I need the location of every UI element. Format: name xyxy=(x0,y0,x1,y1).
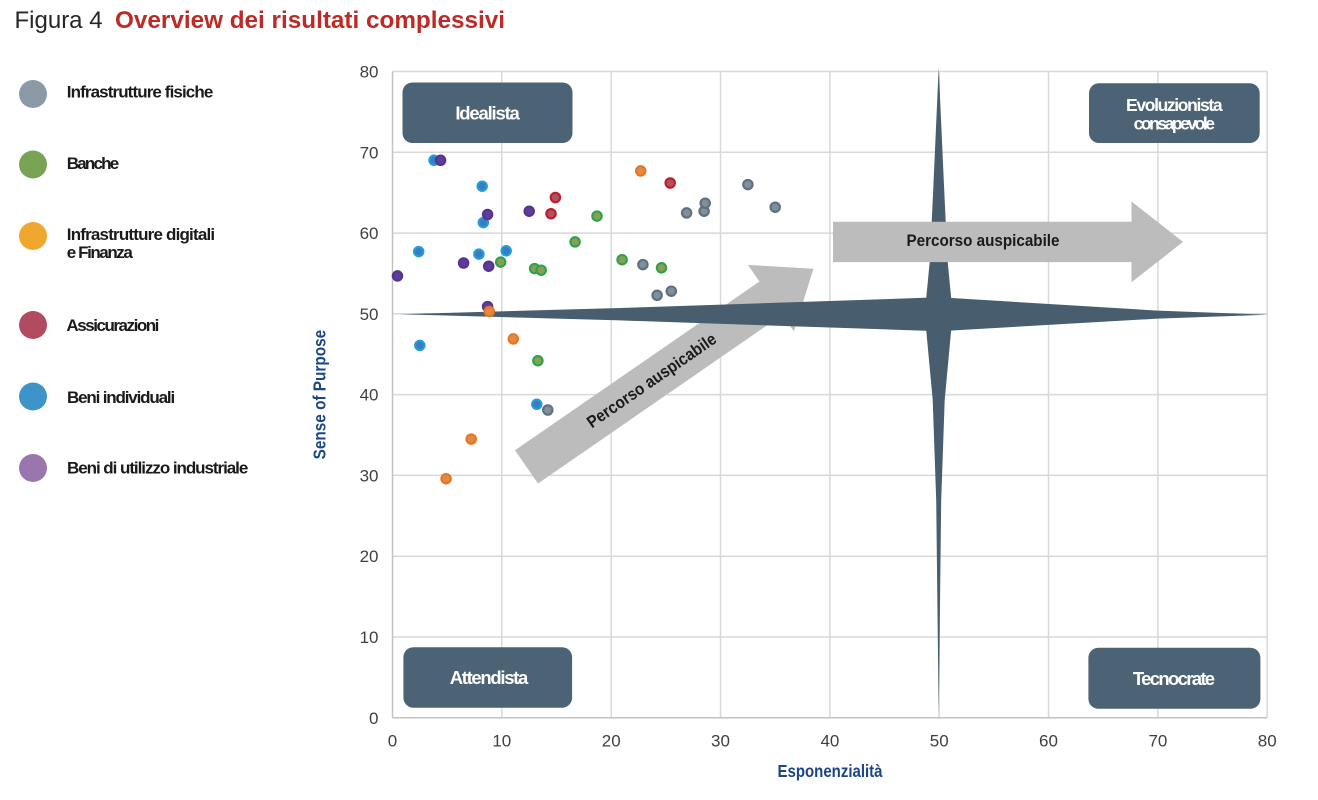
svg-text:20: 20 xyxy=(602,732,621,751)
svg-text:Percorso auspicabile: Percorso auspicabile xyxy=(907,231,1060,250)
svg-text:40: 40 xyxy=(820,732,839,751)
svg-text:80: 80 xyxy=(1258,732,1277,751)
svg-text:e Finanza: e Finanza xyxy=(67,243,134,262)
svg-text:consapevole: consapevole xyxy=(1134,114,1216,134)
svg-text:60: 60 xyxy=(360,224,379,243)
svg-text:70: 70 xyxy=(360,143,379,162)
svg-text:40: 40 xyxy=(360,386,379,405)
svg-text:50: 50 xyxy=(360,305,379,324)
svg-text:Tecnocrate: Tecnocrate xyxy=(1133,668,1215,689)
svg-text:Esponenzialità: Esponenzialità xyxy=(778,761,883,781)
svg-text:30: 30 xyxy=(711,732,730,751)
svg-text:10: 10 xyxy=(360,628,379,647)
svg-text:50: 50 xyxy=(930,732,949,751)
svg-text:70: 70 xyxy=(1148,732,1167,751)
svg-text:Banche: Banche xyxy=(67,154,119,173)
svg-text:Idealista: Idealista xyxy=(455,102,520,123)
svg-text:Beni di utilizzo industriale: Beni di utilizzo industriale xyxy=(67,459,248,478)
svg-text:Beni individuali: Beni individuali xyxy=(67,388,175,407)
svg-text:Sense of Purpose: Sense of Purpose xyxy=(310,330,330,460)
svg-text:Assicurazioni: Assicurazioni xyxy=(66,316,159,335)
svg-text:0: 0 xyxy=(369,709,378,728)
svg-text:30: 30 xyxy=(360,466,379,485)
svg-text:20: 20 xyxy=(360,547,379,566)
svg-text:Infrastrutture digitali: Infrastrutture digitali xyxy=(67,225,215,244)
svg-text:60: 60 xyxy=(1039,732,1058,751)
svg-text:Infrastrutture fisiche: Infrastrutture fisiche xyxy=(67,83,214,102)
svg-text:0: 0 xyxy=(388,732,397,751)
svg-text:Attendista: Attendista xyxy=(450,667,529,688)
svg-text:Evoluzionista: Evoluzionista xyxy=(1126,95,1223,115)
svg-text:10: 10 xyxy=(492,732,511,751)
svg-text:80: 80 xyxy=(360,63,379,82)
